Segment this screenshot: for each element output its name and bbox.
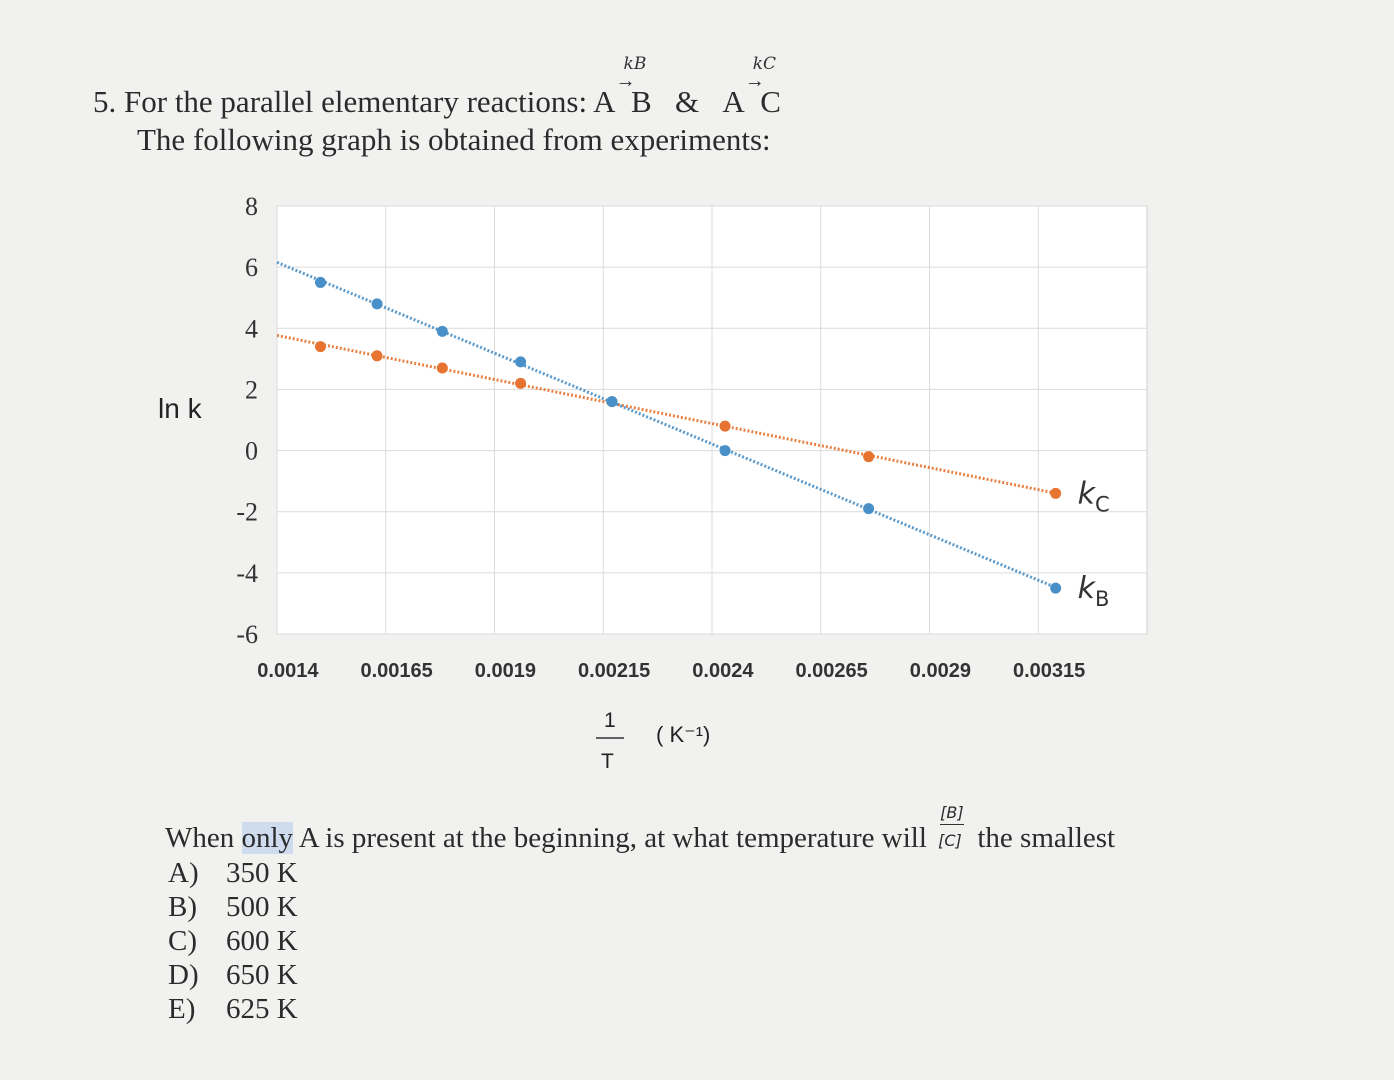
reaction2-reactant: A <box>722 84 745 119</box>
option-value: 500 K <box>226 891 298 923</box>
ratio-fraction: [B] [C] <box>934 803 970 850</box>
question-text-middle: A is present at the beginning, at what t… <box>293 822 935 854</box>
option-d[interactable]: D) 650 K <box>168 958 298 992</box>
option-value: 600 K <box>226 925 298 957</box>
option-value: 625 K <box>226 993 298 1025</box>
reaction2-product: C <box>760 84 781 119</box>
reaction2-arrow: kC → <box>745 54 776 120</box>
y-tick-labels: 8 6 4 2 0 -2 -4 -6 <box>236 192 258 649</box>
data-point-kB <box>606 396 618 408</box>
ratio-numerator: [B] <box>940 803 964 825</box>
question-intro: 5. For the parallel elementary reactions… <box>93 84 594 119</box>
x-tick-label: 0.0014 <box>257 660 319 682</box>
grid-lines <box>276 205 1147 635</box>
x-tick-labels: 0.0014 0.00165 0.0019 0.00215 0.0024 0.00265 0… <box>257 660 1085 682</box>
option-e[interactable]: E) 625 K <box>168 992 298 1026</box>
highlighted-word: only <box>241 822 294 854</box>
option-a[interactable]: A) 350 K <box>168 856 298 890</box>
y-tick-label: 2 <box>245 375 258 404</box>
reaction1-product: B <box>631 84 652 119</box>
reaction1-rate-label: kB <box>623 54 647 74</box>
answer-options: A) 350 K B) 500 K C) 600 K D) 650 K E) 625 K <box>168 856 298 1026</box>
ratio-denominator: [C] <box>938 831 962 850</box>
question-text-start: When <box>165 822 242 854</box>
data-point-kB <box>863 503 875 515</box>
x-axis-label-denominator: T <box>601 750 614 773</box>
option-letter: B) <box>168 891 197 923</box>
x-axis-label-unit: ( K⁻¹) <box>656 722 710 747</box>
y-tick-label: -6 <box>236 620 258 649</box>
y-tick-label: 6 <box>245 253 258 282</box>
ampersand: & <box>674 84 700 119</box>
x-tick-label: 0.0029 <box>910 660 971 682</box>
data-point-kB <box>719 445 731 457</box>
x-tick-label: 0.0019 <box>475 660 536 682</box>
data-point-kC <box>515 377 527 389</box>
option-letter: D) <box>168 959 199 991</box>
reaction1-reactant: A <box>593 84 616 119</box>
trendline-kC <box>276 333 1056 495</box>
x-tick-label: 0.00315 <box>1013 660 1085 682</box>
option-b[interactable]: B) 500 K <box>168 890 298 924</box>
data-point-kB <box>1050 582 1062 594</box>
y-tick-label: -4 <box>236 559 258 588</box>
trendline-kB <box>276 260 1057 589</box>
series-label-kB: kB <box>1078 571 1110 611</box>
y-tick-label: 0 <box>245 437 258 466</box>
data-point-kC <box>436 362 448 374</box>
data-point-kB <box>436 325 448 337</box>
y-tick-label: -2 <box>236 498 258 527</box>
x-tick-label: 0.00215 <box>578 660 650 682</box>
question-heading-line2: The following graph is obtained from exp… <box>137 122 771 157</box>
data-point-kC <box>1050 487 1062 499</box>
data-point-kB <box>371 298 383 310</box>
data-point-kC <box>863 451 875 463</box>
question-text: When only A is present at the beginning,… <box>165 803 1116 855</box>
series-label-kC: kC <box>1078 476 1110 516</box>
option-letter: C) <box>168 925 197 957</box>
series-layer: kC kB <box>276 260 1110 611</box>
data-point-kB <box>315 276 326 288</box>
option-value: 350 K <box>226 857 298 889</box>
y-axis-label: ln k <box>158 393 203 424</box>
data-point-kC <box>371 350 383 362</box>
data-point-kC <box>315 341 326 353</box>
y-tick-label: 8 <box>245 192 258 221</box>
data-point-kB <box>515 356 527 368</box>
option-c[interactable]: C) 600 K <box>168 924 298 958</box>
x-tick-label: 0.00165 <box>360 660 432 682</box>
right-arrow-icon: → <box>744 70 765 92</box>
x-axis-label-numerator: 1 <box>604 709 616 732</box>
option-letter: E) <box>168 993 196 1025</box>
question-text-end: the smallest <box>970 822 1116 854</box>
y-tick-label: 4 <box>245 314 258 343</box>
x-axis-label: 1 T ( K⁻¹) <box>596 709 710 773</box>
question-heading-line1: 5. For the parallel elementary reactions… <box>93 54 781 120</box>
option-letter: A) <box>168 857 199 889</box>
x-tick-label: 0.0024 <box>692 660 754 682</box>
reaction2-rate-label: kC <box>752 54 777 74</box>
data-point-kC <box>719 420 731 432</box>
option-value: 650 K <box>226 959 298 991</box>
reaction1-arrow: kB → <box>616 54 647 120</box>
right-arrow-icon: → <box>615 70 636 92</box>
x-tick-label: 0.00265 <box>795 660 867 682</box>
